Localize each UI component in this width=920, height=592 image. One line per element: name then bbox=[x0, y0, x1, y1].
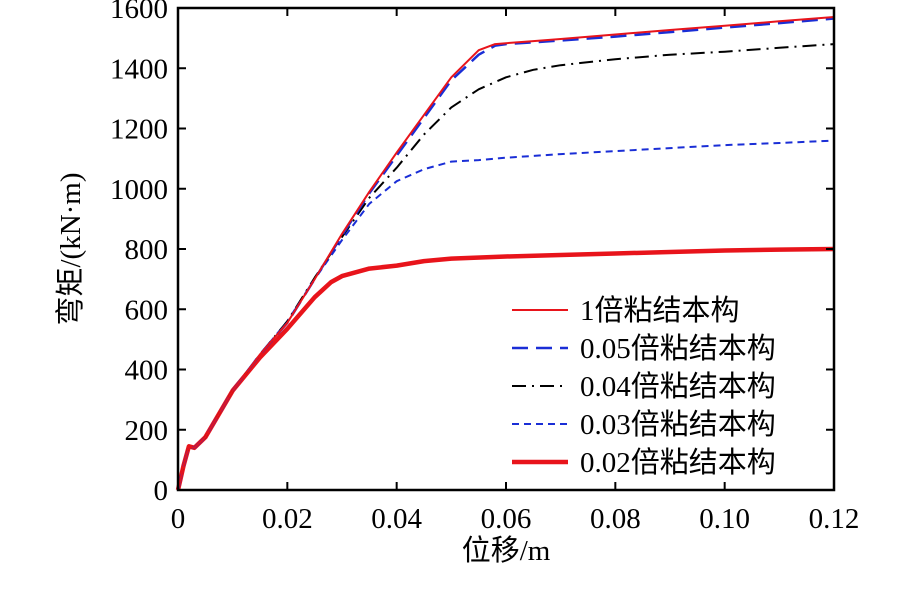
y-tick-label: 400 bbox=[125, 355, 169, 387]
plot-area bbox=[175, 16, 835, 491]
y-axis-label: 弯矩/(kN·m) bbox=[54, 172, 87, 325]
x-tick-label: 0.10 bbox=[699, 503, 750, 535]
y-tick-label: 1200 bbox=[110, 114, 168, 146]
x-tick-label: 0.04 bbox=[371, 503, 422, 535]
y-tick-label: 600 bbox=[125, 294, 169, 326]
legend-label-3: 0.03倍粘结本构 bbox=[580, 408, 776, 441]
legend-label-4: 0.02倍粘结本构 bbox=[580, 446, 776, 479]
x-tick-label: 0.02 bbox=[262, 503, 313, 535]
series-line-3 bbox=[177, 139, 835, 491]
x-tick-label: 0.08 bbox=[590, 503, 641, 535]
legend-label-0: 1倍粘结本构 bbox=[580, 294, 740, 327]
y-tick-label: 1400 bbox=[110, 53, 168, 85]
y-tick-label: 200 bbox=[125, 415, 169, 447]
x-tick-label: 0 bbox=[171, 503, 186, 535]
legend: 1倍粘结本构 0.05倍粘结本构 0.04倍粘结本构 0.03倍粘结本构 0.02倍粘结… bbox=[512, 294, 776, 479]
legend-label-1: 0.05倍粘结本构 bbox=[580, 332, 776, 365]
y-tick-label: 1600 bbox=[110, 0, 168, 25]
x-tick-label: 0.12 bbox=[809, 503, 860, 535]
series-line-0 bbox=[177, 16, 835, 491]
axes: 0 0.02 0.04 0.06 0.08 0.10 0.12 0 200 400 600 800 10… bbox=[110, 0, 859, 535]
y-tick-label: 800 bbox=[125, 234, 169, 266]
x-axis-label: 位移/m bbox=[462, 534, 551, 567]
y-tick-label: 1000 bbox=[110, 174, 168, 206]
legend-label-2: 0.04倍粘结本构 bbox=[580, 370, 776, 403]
x-tick-label: 0.06 bbox=[481, 503, 532, 535]
y-tick-label: 0 bbox=[154, 475, 169, 507]
